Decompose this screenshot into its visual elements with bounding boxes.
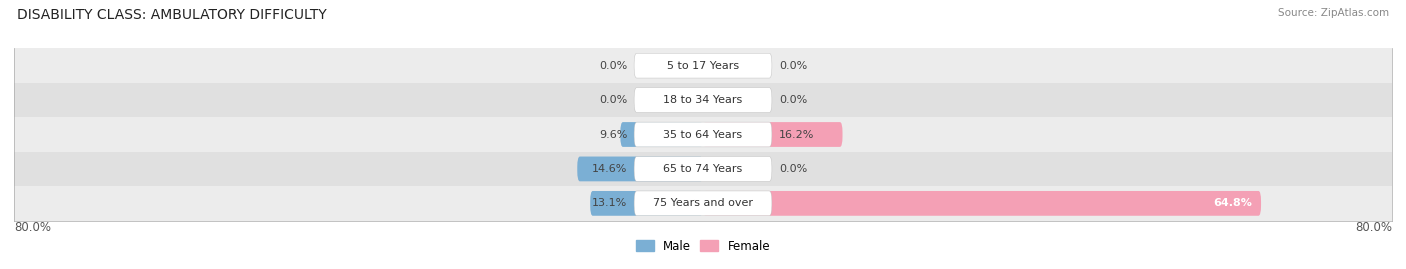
Bar xyxy=(14,117,1392,152)
FancyBboxPatch shape xyxy=(620,122,703,147)
FancyBboxPatch shape xyxy=(591,191,703,216)
Text: 14.6%: 14.6% xyxy=(592,164,627,174)
Text: 80.0%: 80.0% xyxy=(1355,221,1392,233)
FancyBboxPatch shape xyxy=(578,157,703,181)
Text: 80.0%: 80.0% xyxy=(14,221,51,233)
Text: DISABILITY CLASS: AMBULATORY DIFFICULTY: DISABILITY CLASS: AMBULATORY DIFFICULTY xyxy=(17,8,326,22)
Bar xyxy=(14,186,1392,221)
Text: 16.2%: 16.2% xyxy=(779,129,814,140)
Text: 5 to 17 Years: 5 to 17 Years xyxy=(666,61,740,71)
FancyBboxPatch shape xyxy=(634,53,772,78)
Text: 9.6%: 9.6% xyxy=(599,129,627,140)
Text: Source: ZipAtlas.com: Source: ZipAtlas.com xyxy=(1278,8,1389,18)
Text: 65 to 74 Years: 65 to 74 Years xyxy=(664,164,742,174)
Text: 0.0%: 0.0% xyxy=(599,95,627,105)
Text: 0.0%: 0.0% xyxy=(779,61,807,71)
Bar xyxy=(14,48,1392,83)
Bar xyxy=(14,83,1392,117)
Text: 75 Years and over: 75 Years and over xyxy=(652,198,754,208)
FancyBboxPatch shape xyxy=(634,191,772,216)
FancyBboxPatch shape xyxy=(703,191,1261,216)
Text: 0.0%: 0.0% xyxy=(779,95,807,105)
FancyBboxPatch shape xyxy=(634,157,772,181)
Text: 0.0%: 0.0% xyxy=(779,164,807,174)
FancyBboxPatch shape xyxy=(634,88,772,112)
FancyBboxPatch shape xyxy=(703,122,842,147)
Bar xyxy=(14,152,1392,186)
Text: 18 to 34 Years: 18 to 34 Years xyxy=(664,95,742,105)
FancyBboxPatch shape xyxy=(634,122,772,147)
Text: 64.8%: 64.8% xyxy=(1213,198,1253,208)
Text: 35 to 64 Years: 35 to 64 Years xyxy=(664,129,742,140)
Legend: Male, Female: Male, Female xyxy=(636,240,770,253)
Text: 0.0%: 0.0% xyxy=(599,61,627,71)
Text: 13.1%: 13.1% xyxy=(592,198,627,208)
